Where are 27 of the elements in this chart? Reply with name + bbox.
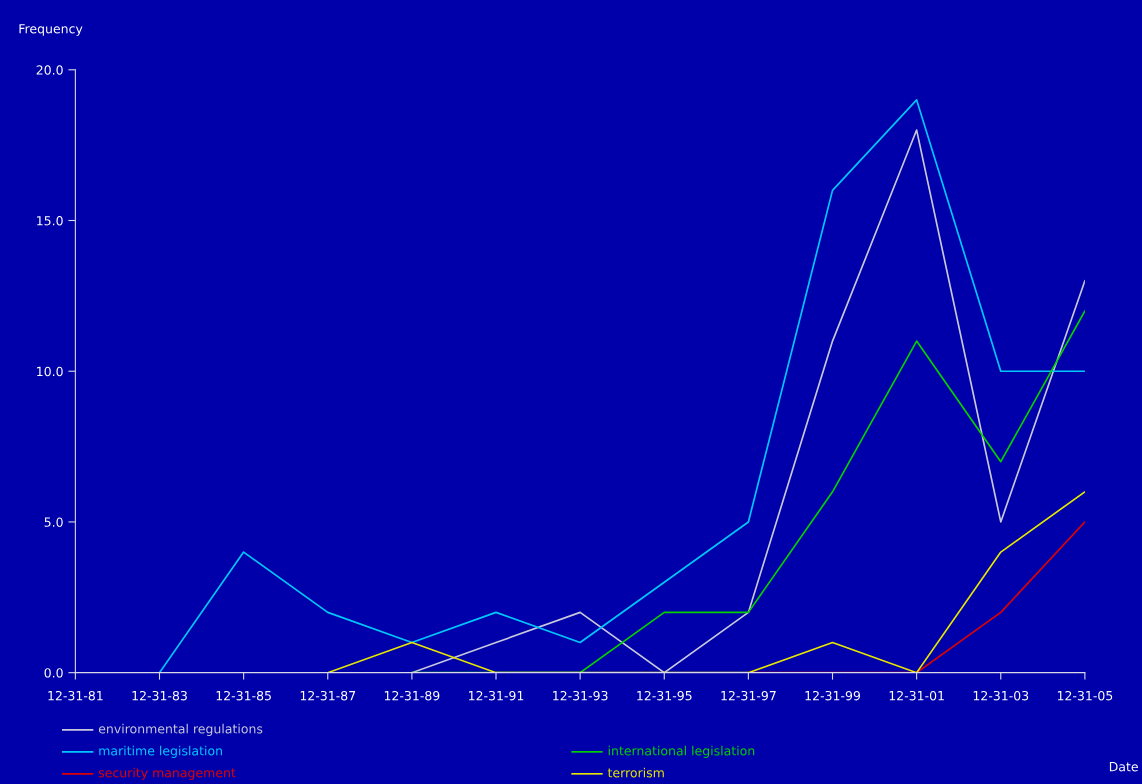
legend-label: security management [98,767,236,780]
x-tick-label: 12-31-89 [384,690,440,701]
legend-label: environmental regulations [98,723,263,736]
x-tick-label: 12-31-97 [721,690,776,701]
x-tick-label: 12-31-95 [637,690,692,701]
legend-label: international legislation [608,745,755,758]
y-axis-title: Frequency [19,24,83,36]
x-axis-title: Date [1109,762,1138,772]
y-tick-label: 15.0 [37,215,63,226]
legend-label: terrorism [607,767,664,778]
y-tick-label: 5.0 [44,517,63,527]
x-tick-label: 12-31-83 [132,690,187,701]
x-tick-label: 12-31-85 [216,690,271,701]
x-tick-label: 12-31-99 [805,690,861,701]
legend-label: maritime legislation [99,745,222,758]
x-tick-label: 12-31-93 [553,690,608,701]
x-tick-label: 12-31-05 [1057,690,1113,701]
x-tick-label: 12-31-91 [469,690,524,701]
y-tick-label: 0.0 [44,668,63,678]
y-tick-label: 20.0 [36,65,63,75]
line-series [411,129,1085,673]
x-tick-label: 12-31-01 [889,690,944,701]
line-series [158,99,1085,673]
x-tick-label: 12-31-03 [973,690,1029,701]
y-tick-label: 10.0 [37,366,63,377]
x-tick-label: 12-31-81 [48,690,103,701]
x-tick-label: 12-31-87 [300,690,356,701]
